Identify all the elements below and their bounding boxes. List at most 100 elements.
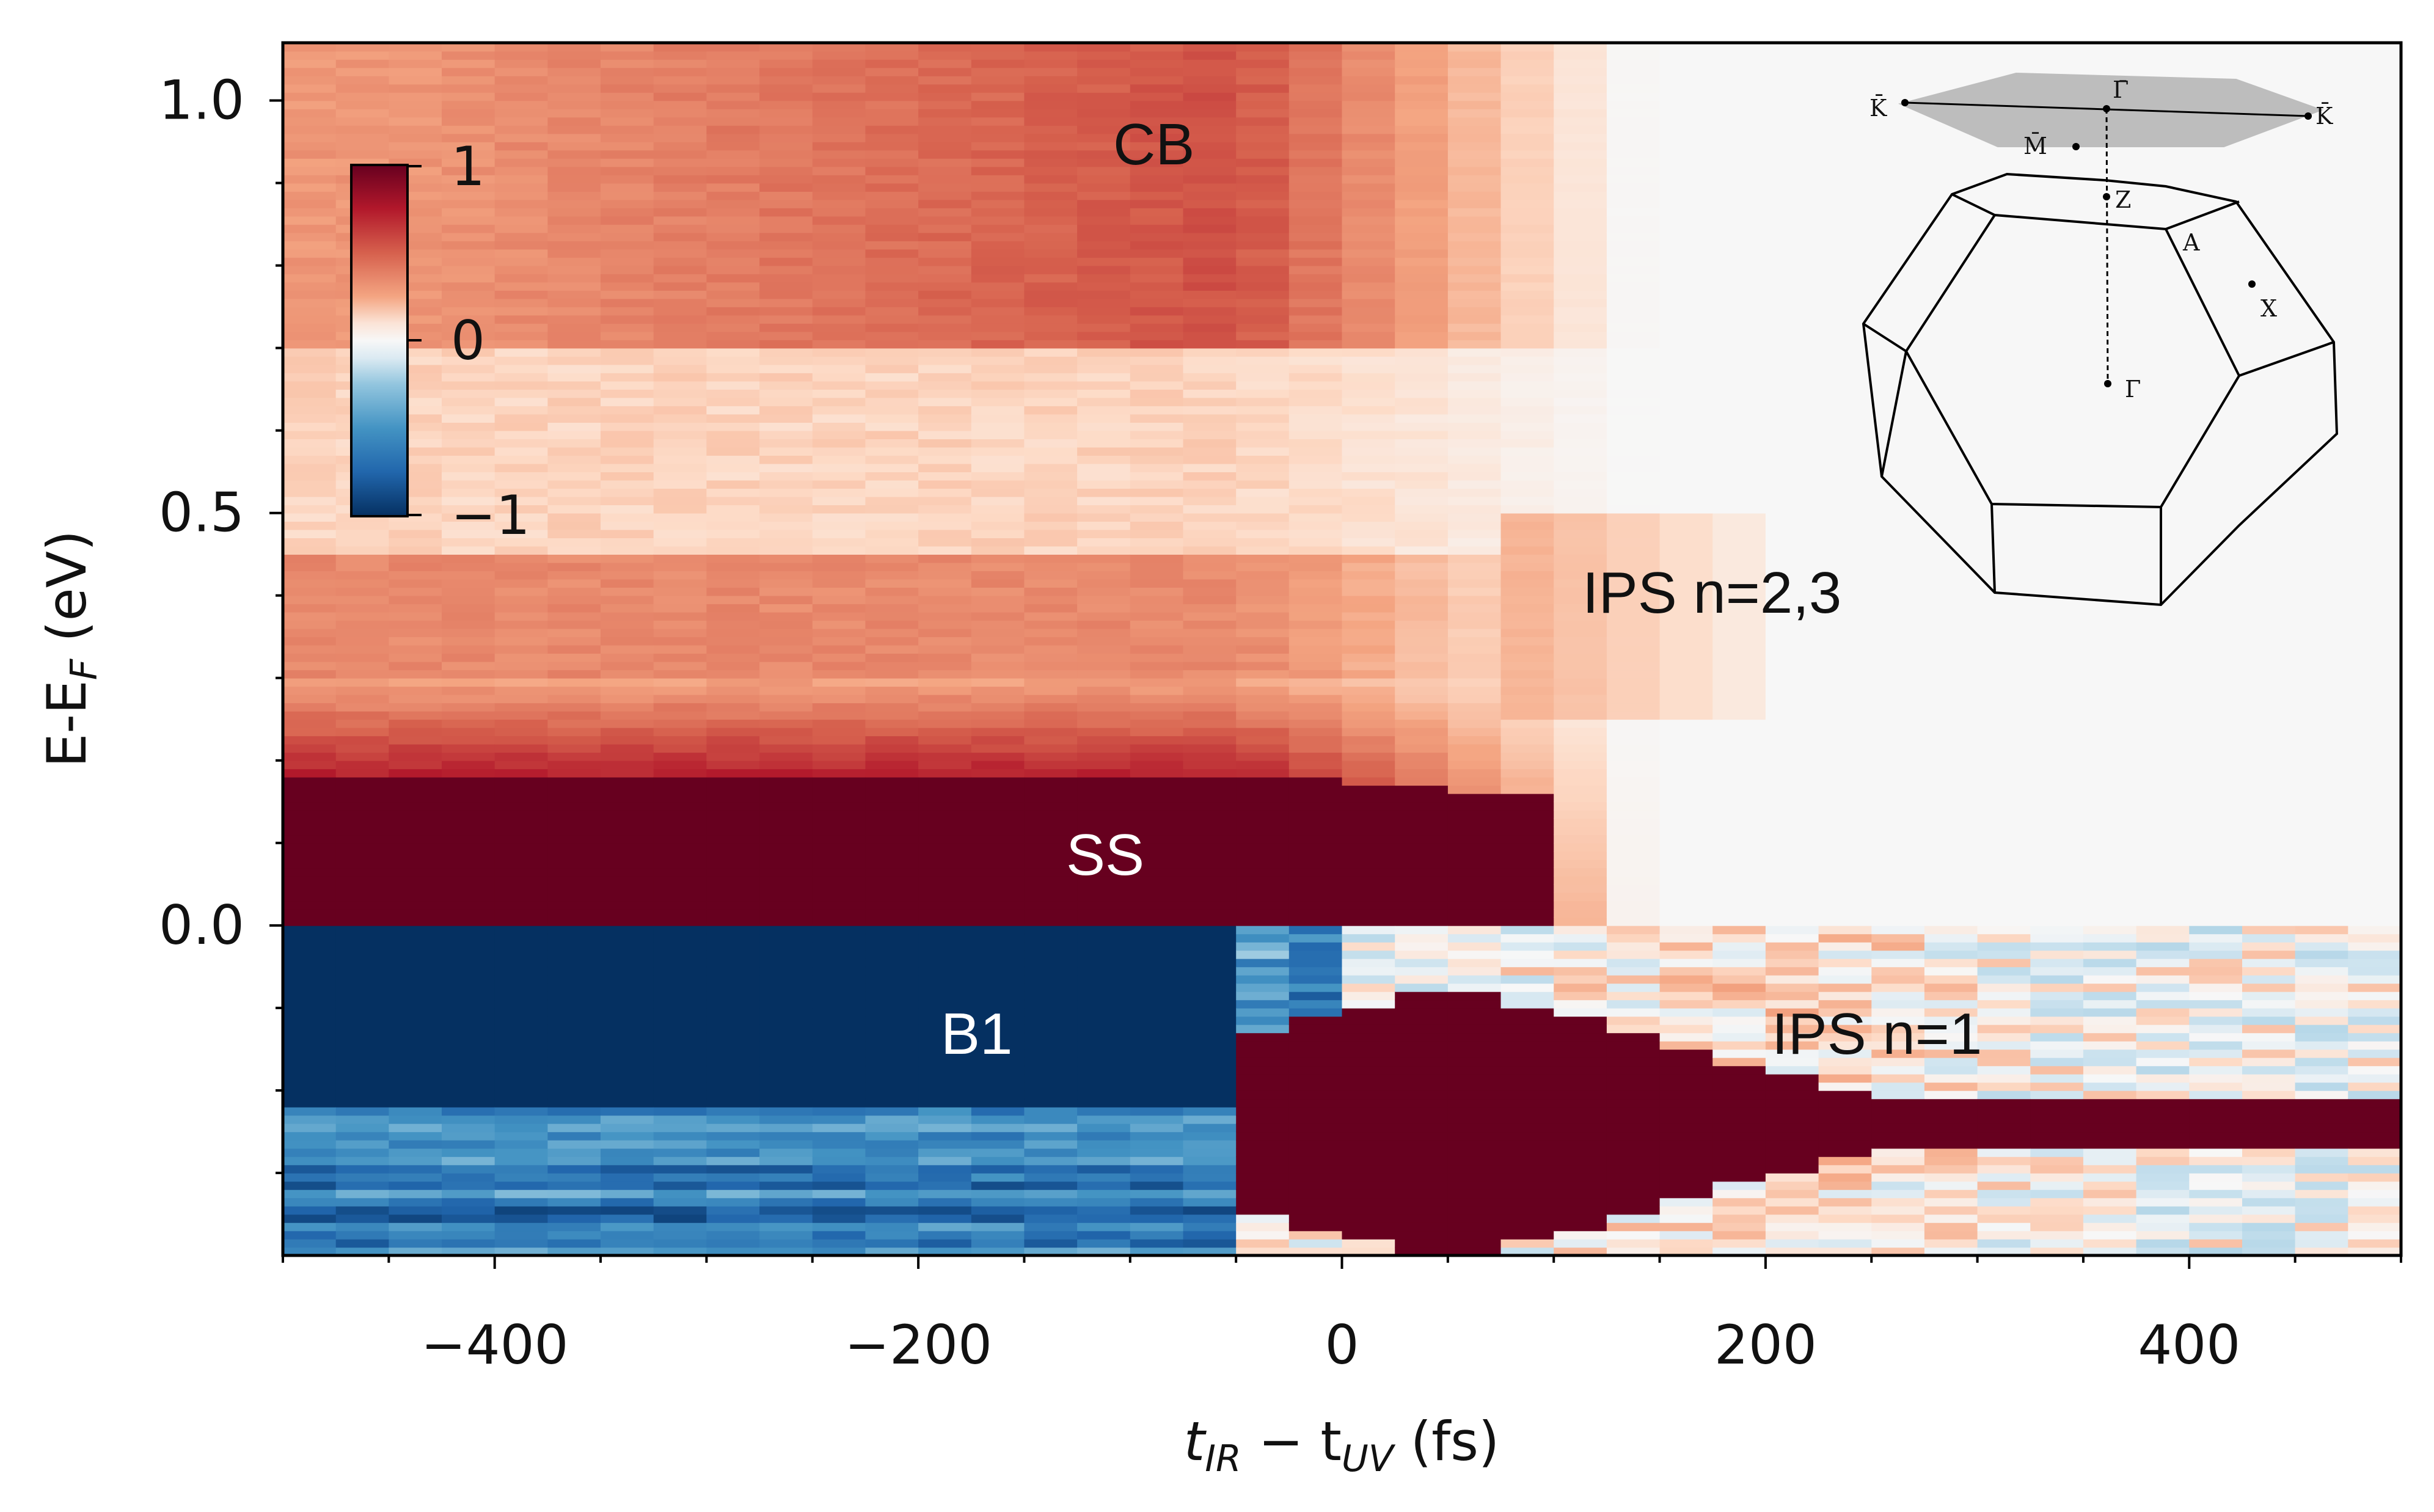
heatmap-cell — [1765, 208, 1819, 217]
heatmap-cell — [494, 1197, 549, 1207]
heatmap-cell — [1288, 653, 1343, 662]
heatmap-cell — [389, 785, 442, 794]
heatmap-cell — [1342, 175, 1395, 184]
heatmap-cell — [865, 538, 919, 547]
heatmap-cell — [1024, 1197, 1078, 1207]
heatmap-cell — [812, 381, 866, 390]
heatmap-cell — [1924, 175, 1978, 184]
heatmap-cell — [1024, 373, 1078, 382]
heatmap-cell — [865, 356, 919, 365]
heatmap-cell — [865, 554, 919, 563]
heatmap-cell — [2030, 488, 2084, 497]
heatmap-cell — [283, 307, 337, 316]
heatmap-cell — [1765, 521, 1819, 530]
heatmap-cell — [1077, 1032, 1131, 1042]
heatmap-cell — [547, 802, 601, 811]
heatmap-cell — [1130, 1239, 1184, 1248]
heatmap-cell — [494, 1106, 549, 1116]
heatmap-cell — [1130, 1106, 1184, 1116]
heatmap-cell — [1765, 1189, 1819, 1199]
heatmap-cell — [1342, 595, 1395, 604]
heatmap-cell — [494, 166, 549, 175]
heatmap-cell — [2030, 802, 2084, 811]
heatmap-cell — [1236, 472, 1290, 481]
heatmap-cell — [1342, 1073, 1395, 1083]
heatmap-cell — [1554, 950, 1607, 959]
heatmap-cell — [759, 348, 813, 357]
heatmap-cell — [918, 653, 972, 662]
heatmap-cell — [283, 1040, 337, 1050]
heatmap-cell — [1130, 1131, 1184, 1141]
heatmap-cell — [1818, 1197, 1873, 1207]
heatmap-cell — [1606, 521, 1661, 530]
heatmap-cell — [1712, 999, 1766, 1009]
heatmap-cell — [1924, 1156, 1978, 1166]
heatmap-cell — [1659, 925, 1714, 935]
heatmap-cell — [1077, 125, 1131, 134]
heatmap-cell — [706, 158, 760, 167]
heatmap-cell — [1818, 1098, 1873, 1108]
heatmap-cell — [2030, 966, 2084, 976]
heatmap-cell — [1183, 142, 1237, 151]
heatmap-cell — [494, 1115, 549, 1124]
heatmap-cell — [812, 480, 866, 489]
heatmap-cell — [1395, 851, 1449, 860]
heatmap-cell — [1447, 1148, 1502, 1157]
heatmap-cell — [1447, 373, 1502, 382]
heatmap-cell — [971, 480, 1025, 489]
heatmap-cell — [918, 125, 972, 134]
heatmap-cell — [1236, 43, 1290, 52]
heatmap-cell — [335, 645, 390, 654]
heatmap-cell — [283, 51, 337, 60]
heatmap-cell — [1342, 290, 1395, 299]
heatmap-cell — [759, 694, 813, 704]
heatmap-cell — [1500, 208, 1554, 217]
heatmap-cell — [653, 736, 707, 745]
heatmap-cell — [1871, 991, 1925, 1001]
heatmap-cell — [812, 191, 866, 200]
heatmap-cell — [547, 950, 601, 959]
heatmap-cell — [1765, 892, 1819, 902]
heatmap-cell — [1342, 760, 1395, 770]
heatmap-cell — [1236, 884, 1290, 893]
heatmap-cell — [1977, 1032, 2031, 1042]
heatmap-cell — [1395, 793, 1449, 803]
heatmap-cell — [706, 1073, 760, 1083]
heatmap-cell — [1606, 1073, 1661, 1083]
heatmap-cell — [2030, 447, 2084, 456]
heatmap-cell — [1554, 1090, 1607, 1100]
heatmap-cell — [706, 637, 760, 646]
heatmap-cell — [1447, 546, 1502, 555]
heatmap-cell — [971, 447, 1025, 456]
heatmap-cell — [1236, 109, 1290, 118]
heatmap-cell — [812, 760, 866, 770]
heatmap-cell — [494, 133, 549, 142]
heatmap-cell — [971, 743, 1025, 753]
heatmap-cell — [759, 282, 813, 291]
heatmap-cell — [971, 1214, 1025, 1223]
heatmap-cell — [759, 802, 813, 811]
heatmap-cell — [1765, 793, 1819, 803]
heatmap-cell — [1288, 892, 1343, 902]
heatmap-cell — [1871, 1007, 1925, 1017]
heatmap-cell — [1024, 488, 1078, 497]
heatmap-cell — [442, 331, 495, 340]
heatmap-cell — [1447, 661, 1502, 671]
heatmap-cell — [812, 282, 866, 291]
heatmap-cell — [442, 710, 495, 720]
heatmap-cell — [1395, 587, 1449, 596]
heatmap-cell — [971, 1247, 1025, 1256]
heatmap-cell — [2030, 472, 2084, 481]
heatmap-cell — [759, 191, 813, 200]
heatmap-cell — [1977, 199, 2031, 208]
heatmap-cell — [1236, 480, 1290, 489]
heatmap-cell — [1024, 562, 1078, 571]
heatmap-cell — [1183, 941, 1237, 951]
heatmap-cell — [1024, 546, 1078, 555]
heatmap-cell — [547, 974, 601, 984]
heatmap-cell — [2030, 414, 2084, 423]
heatmap-cell — [1818, 933, 1873, 943]
heatmap-cell — [1818, 447, 1873, 456]
heatmap-cell — [1500, 620, 1554, 629]
